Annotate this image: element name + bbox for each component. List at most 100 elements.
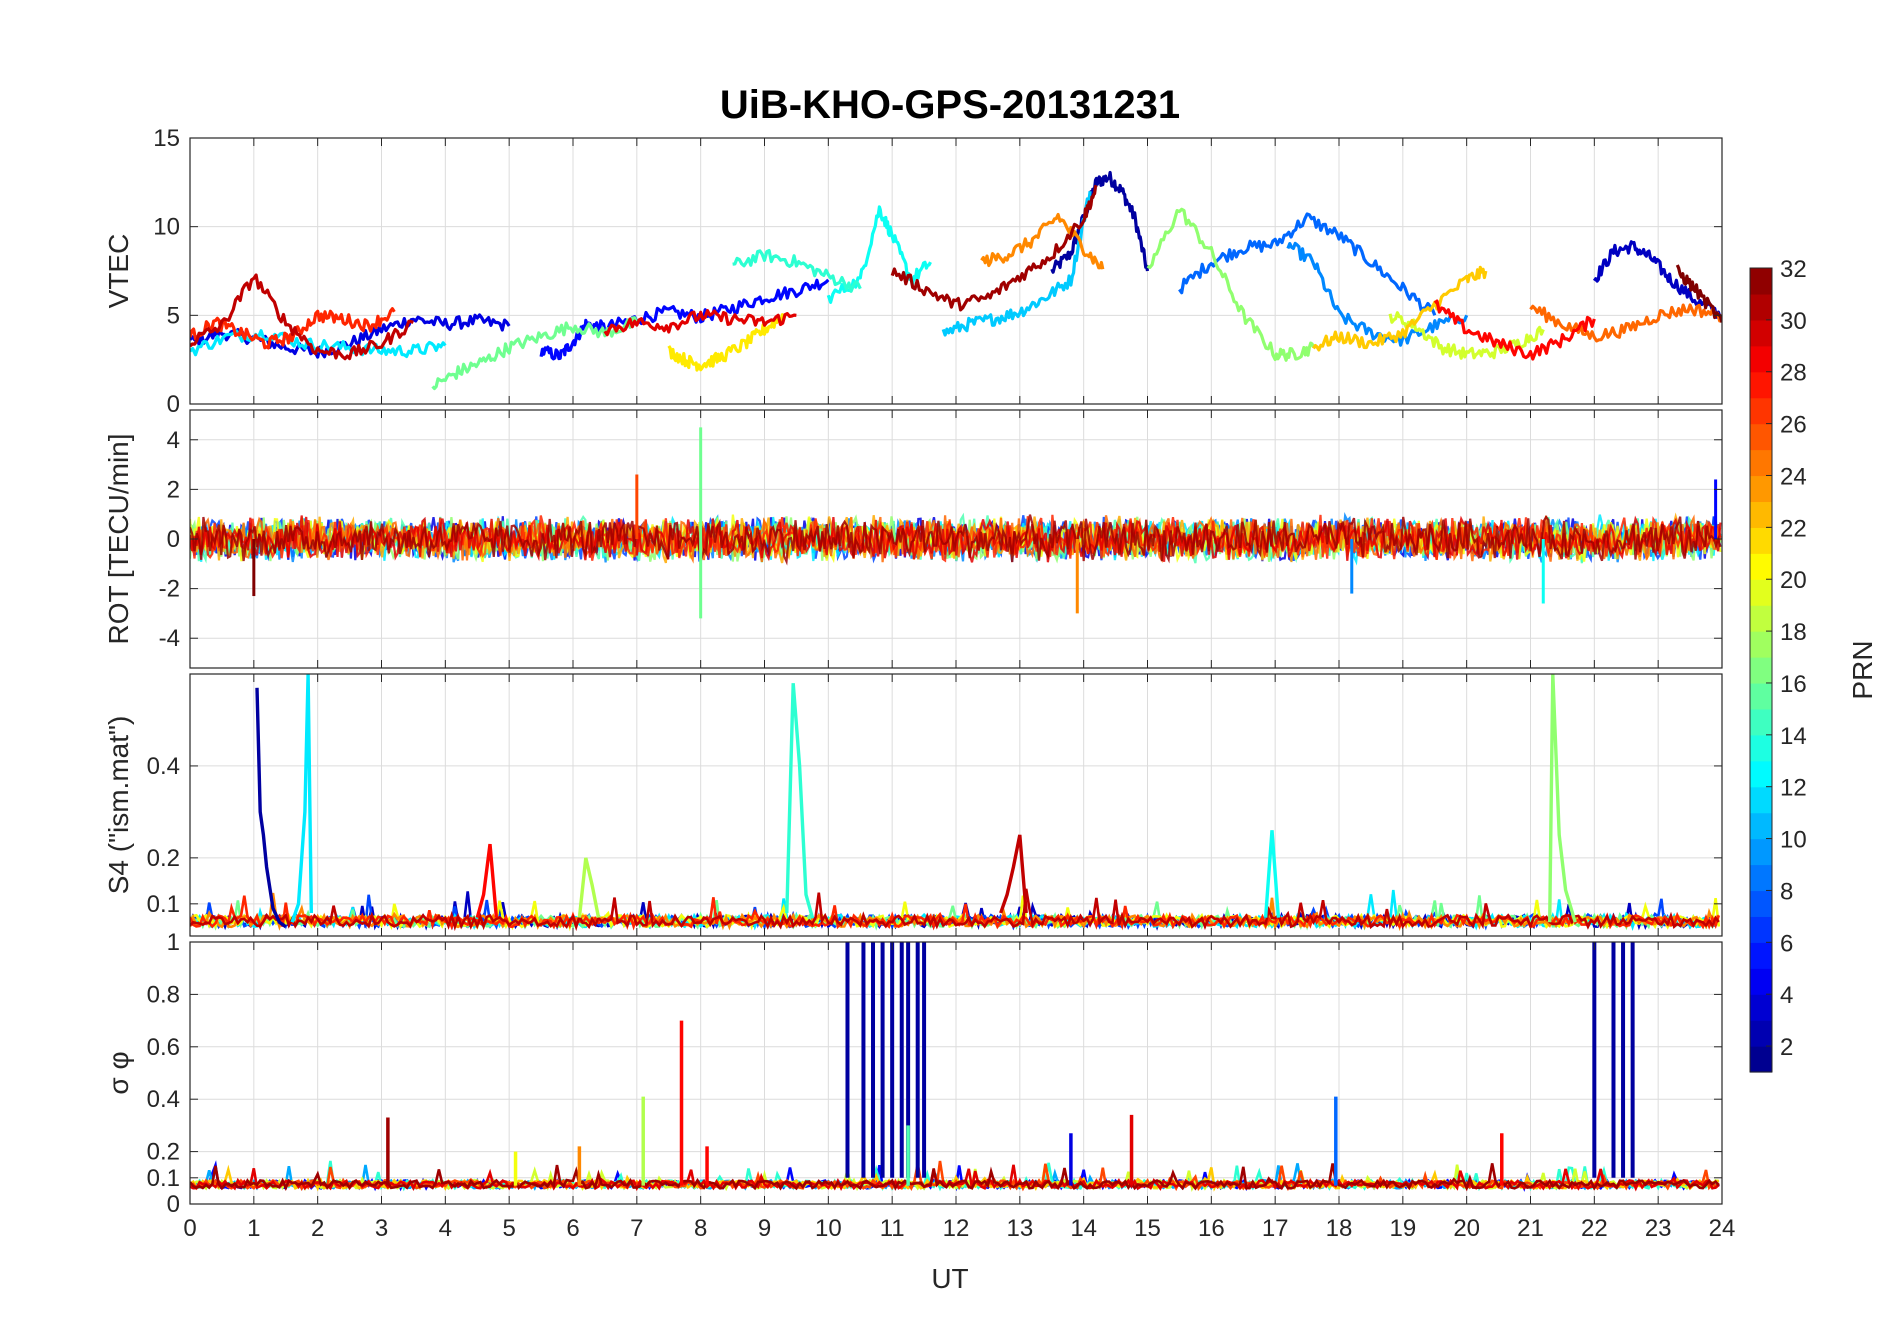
- colorbar-tick-label: 32: [1780, 256, 1807, 283]
- x-tick-label: 23: [1645, 1215, 1672, 1242]
- s4-base-prn-27: [190, 895, 1721, 931]
- y-tick-label: 0: [167, 1191, 180, 1218]
- x-tick-label: 3: [375, 1215, 388, 1242]
- colorbar-frame: [1749, 267, 1773, 1073]
- y-tick-label: 0: [167, 391, 180, 418]
- vtec-series-prn-17: [1146, 207, 1315, 362]
- colorbar-segment: [1750, 423, 1772, 451]
- x-tick-label: 0: [183, 1215, 196, 1242]
- colorbar-tick-label: 16: [1780, 671, 1807, 698]
- colorbar-segment: [1750, 449, 1772, 477]
- y-axis-label: VTEC: [103, 234, 134, 309]
- colorbar-segment: [1750, 942, 1772, 969]
- colorbar-segment: [1750, 527, 1772, 554]
- colorbar-tick-label: 22: [1780, 515, 1807, 542]
- colorbar-tick-label: 24: [1780, 463, 1807, 490]
- sigma-base-prn-31: [190, 1163, 1720, 1192]
- vtec-series-prn-14: [732, 249, 862, 293]
- x-tick-label: 13: [1006, 1215, 1033, 1242]
- y-tick-label: 5: [167, 302, 180, 329]
- x-tick-label: 22: [1581, 1215, 1608, 1242]
- y-tick-label: 0.6: [147, 1034, 180, 1061]
- x-tick-label: 16: [1198, 1215, 1225, 1242]
- colorbar-segment: [1750, 501, 1772, 528]
- colorbar-segment: [1750, 890, 1772, 917]
- y-axis-label: S4 ("ism.mat"): [103, 716, 134, 895]
- chart-title: UiB-KHO-GPS-20131231: [720, 83, 1180, 127]
- s4-series-prn-17: [1548, 674, 1577, 923]
- x-tick-label: 24: [1709, 1215, 1736, 1242]
- panel-4: 00.10.2 0.4 0.6 0.8 1 σ φ: [103, 929, 1723, 1218]
- colorbar-tick-label: 18: [1780, 619, 1807, 646]
- x-tick-label: 20: [1453, 1215, 1480, 1242]
- y-tick-label: 0.1: [147, 891, 180, 918]
- colorbar-tick-label: 20: [1780, 567, 1807, 594]
- colorbar-segment: [1750, 1020, 1772, 1047]
- colorbar-label: PRN: [1847, 640, 1878, 699]
- plot-area: [190, 674, 1721, 932]
- x-tick-label: 1: [247, 1215, 260, 1242]
- y-tick-label: 0.2: [147, 845, 180, 872]
- colorbar-tick-label: 2: [1780, 1034, 1793, 1061]
- s4-series-prn-2: [255, 687, 287, 929]
- x-tick-label: 15: [1134, 1215, 1161, 1242]
- x-tick-label: 14: [1070, 1215, 1097, 1242]
- y-tick-label: 15: [153, 125, 180, 152]
- colorbar-tick-label: 8: [1780, 878, 1793, 905]
- vtec-series-prn-8: [1178, 212, 1437, 316]
- x-tick-label: 11: [880, 1215, 905, 1242]
- colorbar-segment: [1750, 397, 1772, 425]
- vtec-series-prn-19: [1388, 311, 1545, 360]
- colorbar-segment: [1750, 734, 1772, 762]
- x-axis-label: UT: [931, 1263, 968, 1294]
- s4-series-prn-18: [577, 857, 601, 918]
- y-axis-label: σ φ: [103, 1051, 134, 1094]
- y-tick-label: 0.4: [147, 1086, 180, 1113]
- colorbar-segment: [1750, 631, 1772, 658]
- vtec-series-prn-22: [1312, 265, 1488, 352]
- colorbar-tick-label: 28: [1780, 360, 1807, 387]
- colorbar-segment: [1750, 916, 1772, 943]
- vtec-series-prn-28: [1433, 299, 1596, 361]
- y-tick-label: 1: [167, 929, 180, 956]
- colorbar-segment: [1750, 553, 1772, 580]
- colorbar-tick-label: 30: [1780, 308, 1807, 335]
- vtec-series-prn-5: [539, 278, 830, 361]
- y-tick-label: 0.4: [147, 753, 180, 780]
- colorbar-segment: [1750, 657, 1772, 684]
- x-tick-label: 7: [630, 1215, 643, 1242]
- x-tick-label: 8: [694, 1215, 707, 1242]
- s4-base-prn-30: [190, 888, 1720, 932]
- s4-series-prn-30: [999, 834, 1028, 914]
- colorbar-segment: [1750, 319, 1772, 347]
- y-tick-label: -2: [159, 576, 180, 603]
- vtec-series-prn-24: [980, 212, 1105, 270]
- s4-series-prn-28: [475, 843, 499, 919]
- vtec-series-prn-11: [941, 191, 1092, 337]
- x-tick-label: 19: [1389, 1215, 1416, 1242]
- y-tick-label: 0: [167, 526, 180, 553]
- vtec-series-prn-31: [890, 184, 1098, 312]
- rot-series-prn-31: [190, 514, 1722, 566]
- colorbar-tick-label: 6: [1780, 930, 1793, 957]
- colorbar-segment: [1750, 268, 1772, 295]
- colorbar-segment: [1750, 994, 1772, 1021]
- y-tick-label: 2: [167, 476, 180, 503]
- colorbar-segment: [1750, 838, 1772, 866]
- colorbar-segment: [1750, 786, 1772, 814]
- colorbar-segment: [1750, 708, 1772, 736]
- x-tick-label: 17: [1262, 1215, 1289, 1242]
- panel-3: 0.1 0.2 0.4 S4 ("ism.mat"): [103, 673, 1723, 937]
- colorbar-segment: [1750, 968, 1772, 995]
- x-tick-label: 21: [1517, 1215, 1544, 1242]
- x-tick-label: 6: [566, 1215, 579, 1242]
- colorbar-tick-label: 12: [1780, 775, 1807, 802]
- colorbar-segment: [1750, 812, 1772, 840]
- vtec-series-prn-16: [431, 316, 639, 391]
- colorbar-segment: [1750, 579, 1772, 606]
- x-tick-label: 4: [439, 1215, 452, 1242]
- vtec-series-prn-9: [1286, 241, 1469, 347]
